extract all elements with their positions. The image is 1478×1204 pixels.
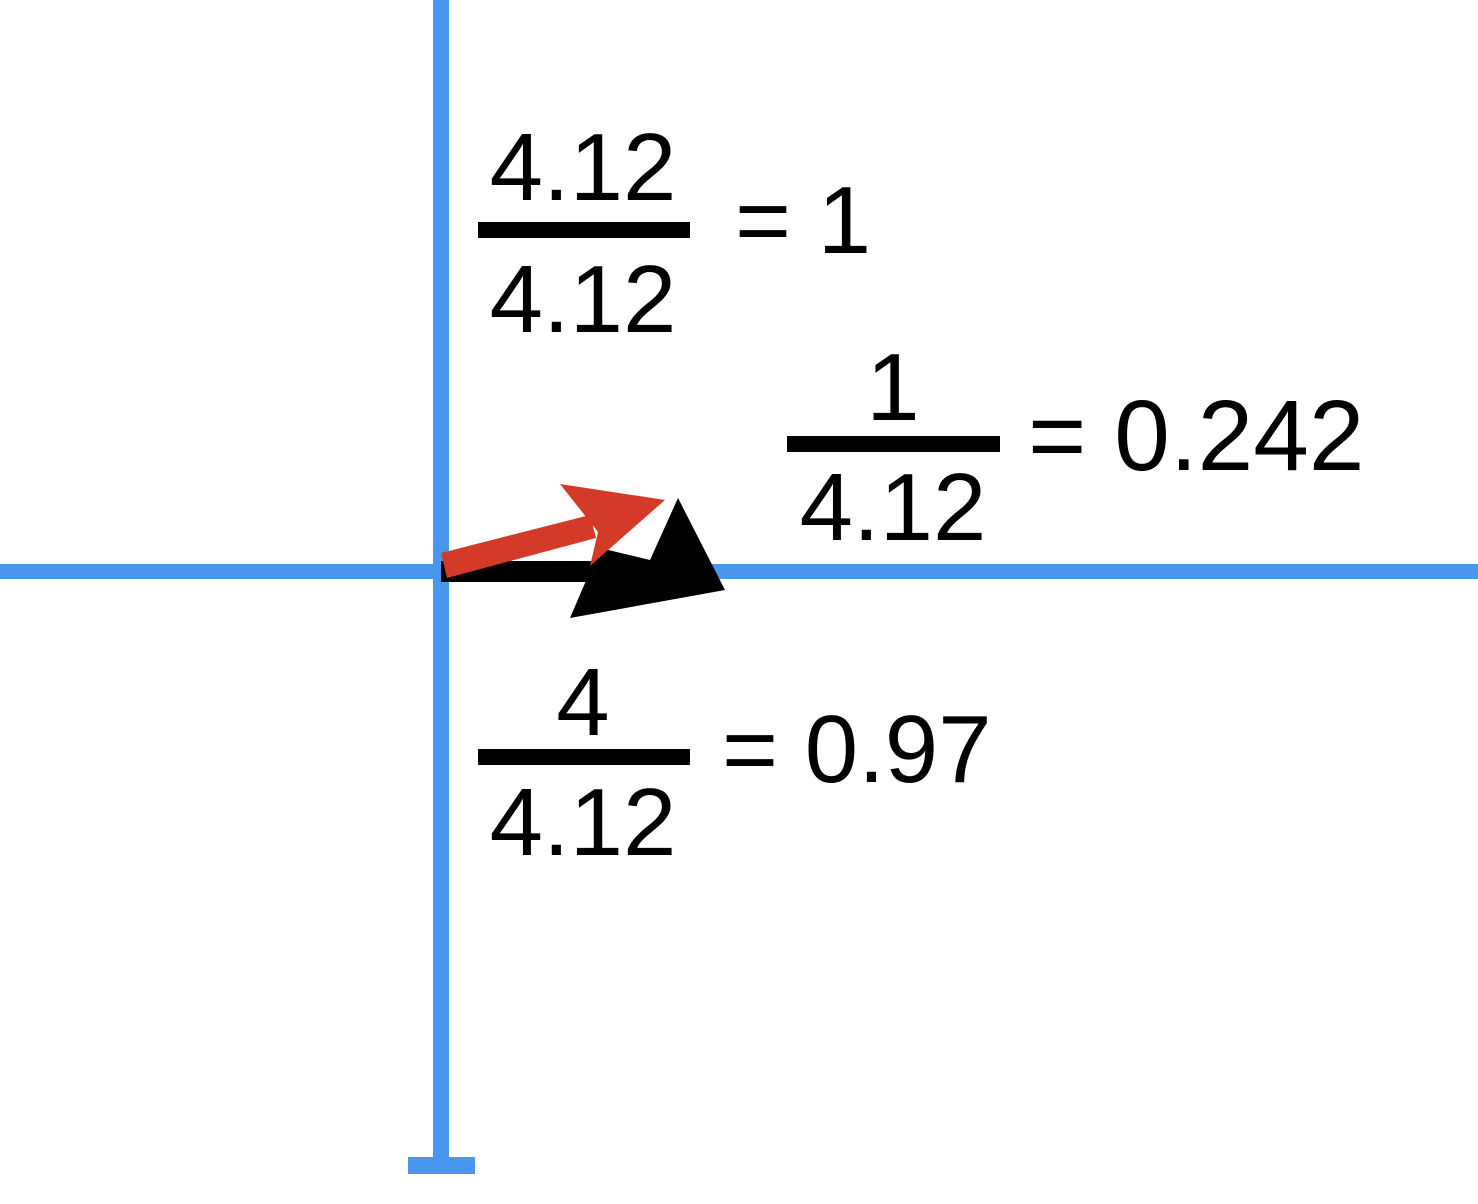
denominator: 4.12 [800, 454, 987, 561]
red-arrow-head [560, 484, 665, 566]
result-value: 0.242 [1114, 380, 1364, 492]
equation: 4 4.12 = 0.97 [478, 649, 992, 876]
denominator: 4.12 [490, 246, 677, 353]
numerator: 1 [866, 334, 919, 441]
equation: 4.12 4.12 = 1 [478, 114, 871, 353]
fraction-bar [478, 749, 690, 765]
result: = 0.97 [722, 696, 992, 803]
axis-cap [408, 1157, 475, 1174]
x-axis [0, 564, 1478, 579]
red-arrow-shaft [441, 515, 596, 578]
result-value: 1 [818, 167, 871, 274]
result-value: 0.97 [805, 696, 992, 803]
relation: = [735, 167, 791, 274]
numerator: 4.12 [490, 114, 677, 221]
fraction-bar [787, 436, 1000, 452]
fraction-bar [478, 222, 690, 238]
relation: = [722, 696, 778, 803]
denominator: 4.12 [490, 769, 677, 876]
equation: 1 4.12 = 0.242 [787, 334, 1364, 561]
black-arrow-head [570, 498, 725, 618]
result: = 1 [735, 167, 871, 274]
relation: = [1028, 380, 1086, 492]
numerator: 4 [556, 649, 609, 756]
result: = 0.242 [1028, 380, 1364, 492]
y-axis [433, 0, 449, 1170]
